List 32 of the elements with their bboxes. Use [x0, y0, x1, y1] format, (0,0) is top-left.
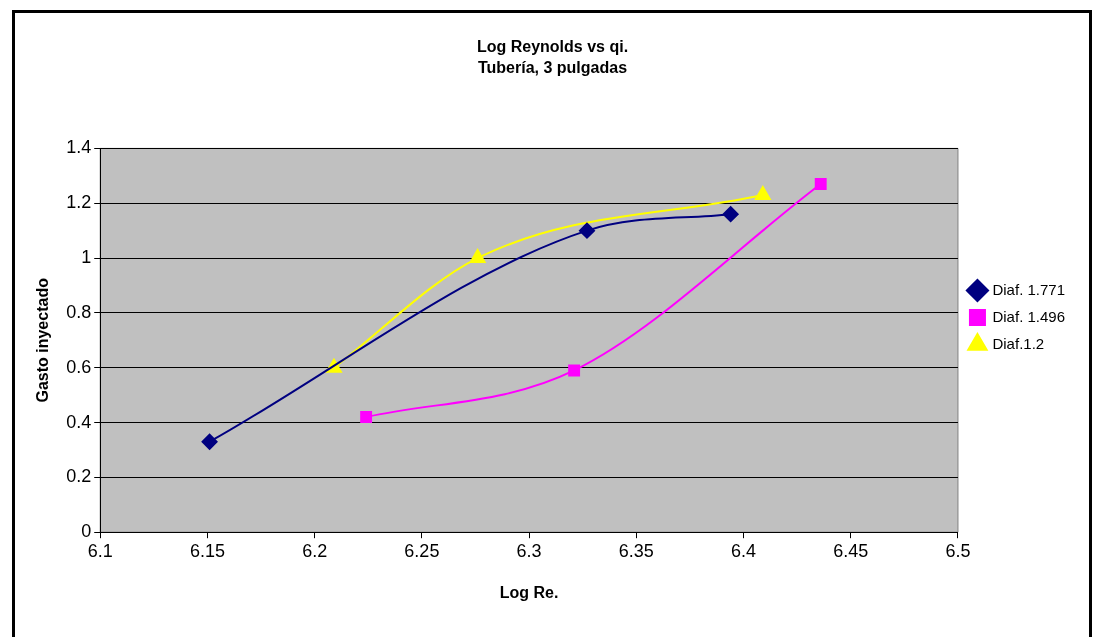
legend-label: Diaf. 1.771: [992, 280, 1065, 298]
x-tick-label: 6.25: [404, 540, 440, 561]
y-tick-label: 0: [81, 521, 92, 542]
y-tick-label: 1: [81, 247, 92, 268]
x-tick-label: 6.35: [618, 540, 654, 561]
y-tick-label: 0.8: [66, 301, 92, 322]
x-tick-label: 6.4: [731, 540, 757, 561]
x-tick-label: 6.45: [833, 540, 869, 561]
point: [469, 249, 486, 264]
y-tick-label: 0.6: [66, 356, 92, 377]
x-tick-label: 6.2: [302, 540, 328, 561]
x-axis-title: Log Re.: [499, 583, 559, 601]
point: [722, 206, 739, 223]
chart-title: Log Reynolds vs qi.: [476, 38, 629, 56]
y-tick-label: 0.4: [66, 411, 92, 432]
point: [360, 411, 373, 424]
y-axis-title: Gasto inyectado: [34, 277, 52, 403]
legend-label: Diaf. 1.496: [992, 307, 1065, 325]
point: [201, 433, 218, 450]
chart-subtitle: Tubería, 3 pulgadas: [477, 59, 628, 77]
point: [578, 222, 595, 239]
x-tick-label: 6.15: [189, 540, 225, 561]
y-tick-label: 1.2: [66, 192, 92, 213]
x-tick-label: 6.3: [516, 540, 542, 561]
x-tick-label: 6.5: [945, 540, 971, 561]
point: [568, 364, 581, 377]
y-tick-label: 0.2: [66, 466, 92, 487]
point: [814, 178, 827, 190]
point: [754, 186, 771, 200]
x-tick-label: 6.1: [87, 540, 113, 561]
legend-label: Diaf.1.2: [992, 334, 1045, 352]
y-tick-label: 1.4: [66, 137, 92, 158]
